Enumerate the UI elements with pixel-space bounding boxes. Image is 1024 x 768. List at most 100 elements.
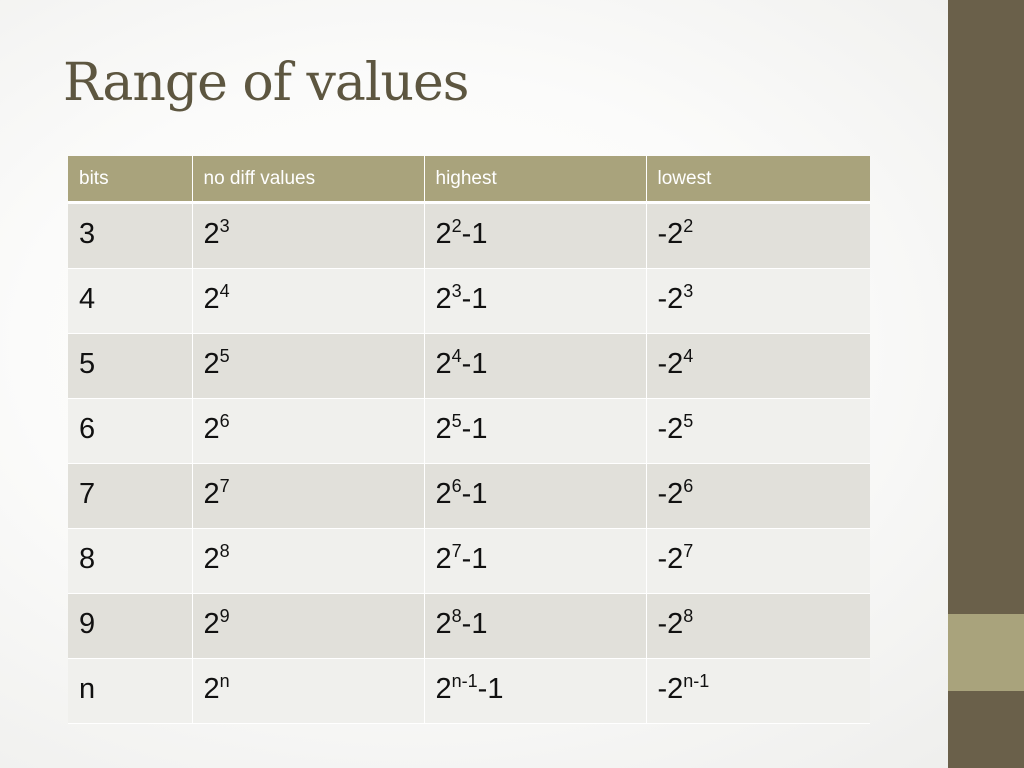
power-exponent: 2 <box>451 215 462 236</box>
power-exponent: 5 <box>683 410 694 431</box>
power-exponent: n-1 <box>683 670 710 691</box>
power-exponent: 3 <box>219 215 230 236</box>
table-body: 3 23 22-1 -22 4 24 23-1 -23 5 25 24-1 -24 6 26 25-1 -25… <box>68 202 870 724</box>
range-table: bits no diff values highest lowest 3 23 22… <box>68 156 870 724</box>
power-suffix: -1 <box>461 477 488 510</box>
power-base: -2 <box>657 672 684 705</box>
power-suffix: -1 <box>461 217 488 250</box>
power-exponent: 4 <box>683 345 694 366</box>
cell-highest: 2n-1-1 <box>424 658 647 724</box>
power-exponent: 5 <box>219 345 230 366</box>
power-exponent: 6 <box>451 475 462 496</box>
power-suffix: -1 <box>461 607 488 640</box>
cell-no-diff-values: 2n <box>192 658 425 724</box>
power-base: 2 <box>435 542 452 575</box>
cell-no-diff-values: 25 <box>192 333 425 399</box>
cell-highest: 28-1 <box>424 593 647 659</box>
power-base: 2 <box>435 412 452 445</box>
power-exponent: 8 <box>219 540 230 561</box>
cell-no-diff-values: 27 <box>192 463 425 529</box>
power-exponent: 3 <box>683 280 694 301</box>
decorative-sidebar-accent <box>948 614 1024 691</box>
power-exponent: 4 <box>451 345 462 366</box>
power-base: 2 <box>203 477 220 510</box>
cell-no-diff-values: 26 <box>192 398 425 464</box>
cell-highest: 22-1 <box>424 202 647 269</box>
cell-lowest: -24 <box>646 333 870 399</box>
cell-lowest: -2n-1 <box>646 658 870 724</box>
table-row: 8 28 27-1 -27 <box>68 528 870 594</box>
table-row: 6 26 25-1 -25 <box>68 398 870 464</box>
table-row: n 2n 2n-1-1 -2n-1 <box>68 658 870 724</box>
power-base: -2 <box>657 542 684 575</box>
header-bits: bits <box>68 156 193 204</box>
power-base: 2 <box>203 542 220 575</box>
power-base: -2 <box>657 607 684 640</box>
power-exponent: 7 <box>683 540 694 561</box>
table-row: 3 23 22-1 -22 <box>68 202 870 269</box>
cell-lowest: -28 <box>646 593 870 659</box>
power-exponent: 3 <box>451 280 462 301</box>
power-base: 2 <box>203 347 220 380</box>
table-row: 7 27 26-1 -26 <box>68 463 870 529</box>
cell-bits: 7 <box>68 463 193 529</box>
table-row: 5 25 24-1 -24 <box>68 333 870 399</box>
cell-highest: 26-1 <box>424 463 647 529</box>
power-exponent: 6 <box>219 410 230 431</box>
cell-bits: n <box>68 658 193 724</box>
power-suffix: -1 <box>461 542 488 575</box>
cell-highest: 25-1 <box>424 398 647 464</box>
power-exponent: 5 <box>451 410 462 431</box>
header-highest: highest <box>424 156 647 204</box>
cell-bits: 3 <box>68 202 193 269</box>
cell-lowest: -22 <box>646 202 870 269</box>
power-exponent: n <box>219 670 230 691</box>
cell-bits: 4 <box>68 268 193 334</box>
power-base: 2 <box>203 607 220 640</box>
cell-lowest: -25 <box>646 398 870 464</box>
table-row: 9 29 28-1 -28 <box>68 593 870 659</box>
power-exponent: 8 <box>683 605 694 626</box>
cell-no-diff-values: 28 <box>192 528 425 594</box>
power-suffix: -1 <box>461 282 488 315</box>
cell-no-diff-values: 29 <box>192 593 425 659</box>
cell-bits: 8 <box>68 528 193 594</box>
power-exponent: 7 <box>219 475 230 496</box>
power-base: -2 <box>657 412 684 445</box>
power-exponent: 7 <box>451 540 462 561</box>
table-header: bits no diff values highest lowest <box>68 156 870 204</box>
power-base: -2 <box>657 477 684 510</box>
power-base: 2 <box>203 412 220 445</box>
power-exponent: n-1 <box>451 670 478 691</box>
power-base: 2 <box>435 282 452 315</box>
power-base: -2 <box>657 347 684 380</box>
header-no-diff-values: no diff values <box>192 156 425 204</box>
power-base: 2 <box>435 347 452 380</box>
power-base: -2 <box>657 217 684 250</box>
power-base: 2 <box>203 672 220 705</box>
cell-bits: 5 <box>68 333 193 399</box>
cell-bits: 6 <box>68 398 193 464</box>
cell-lowest: -27 <box>646 528 870 594</box>
power-suffix: -1 <box>461 347 488 380</box>
power-base: 2 <box>435 217 452 250</box>
cell-lowest: -23 <box>646 268 870 334</box>
power-exponent: 9 <box>219 605 230 626</box>
power-exponent: 6 <box>683 475 694 496</box>
power-base: 2 <box>203 282 220 315</box>
cell-no-diff-values: 24 <box>192 268 425 334</box>
cell-highest: 27-1 <box>424 528 647 594</box>
power-exponent: 8 <box>451 605 462 626</box>
power-base: 2 <box>435 477 452 510</box>
table-header-row: bits no diff values highest lowest <box>68 156 870 204</box>
slide-title: Range of values <box>63 53 469 113</box>
power-suffix: -1 <box>461 412 488 445</box>
power-suffix: -1 <box>477 672 504 705</box>
cell-bits: 9 <box>68 593 193 659</box>
cell-highest: 23-1 <box>424 268 647 334</box>
cell-highest: 24-1 <box>424 333 647 399</box>
power-exponent: 2 <box>683 215 694 236</box>
cell-no-diff-values: 23 <box>192 202 425 269</box>
power-base: -2 <box>657 282 684 315</box>
power-base: 2 <box>203 217 220 250</box>
